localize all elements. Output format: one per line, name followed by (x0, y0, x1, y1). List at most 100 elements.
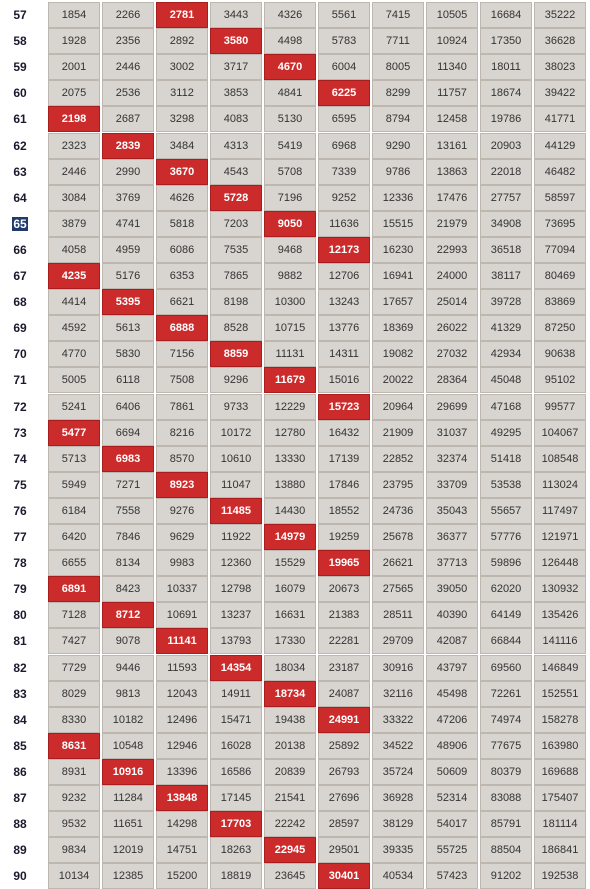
value-cell: 16028 (210, 732, 262, 759)
value-cell: 108548 (534, 445, 586, 472)
highlighted-value-cell: 15723 (318, 393, 370, 420)
table-row: 72 5241 6406 7861 9733 12229 15723 20964 29699 47… (0, 393, 590, 420)
value-cell: 1928 (48, 28, 100, 55)
value-cell: 39422 (534, 80, 586, 107)
table-row: 78 6655 8134 9983 12360 15529 19965 26621 37713 5… (0, 550, 590, 577)
value-cell: 49295 (480, 419, 532, 446)
value-cell: 14751 (156, 837, 208, 864)
value-cell: 4770 (48, 341, 100, 368)
value-cell: 9834 (48, 837, 100, 864)
value-cell: 6694 (102, 419, 154, 446)
value-cell: 34908 (480, 210, 532, 237)
value-cell: 36928 (372, 785, 424, 811)
value-cell: 39050 (426, 576, 478, 603)
value-cell: 8134 (102, 550, 154, 577)
value-cell: 18034 (264, 654, 316, 681)
value-cell: 35222 (534, 2, 586, 28)
value-cell: 3484 (156, 132, 208, 159)
value-cell: 3879 (48, 210, 100, 237)
table-row: 70 4770 5830 7156 8859 11131 14311 19082 27032 42… (0, 341, 590, 368)
value-cell: 9983 (156, 550, 208, 577)
value-cell: 18674 (480, 80, 532, 107)
value-cell: 7271 (102, 471, 154, 498)
value-cell: 11651 (102, 811, 154, 838)
value-cell: 21383 (318, 602, 370, 629)
value-cell: 18552 (318, 497, 370, 524)
value-cell: 22993 (426, 236, 478, 263)
value-cell: 3443 (210, 2, 262, 28)
value-cell: 57776 (480, 524, 532, 550)
value-cell: 9468 (264, 236, 316, 263)
value-cell: 21909 (372, 419, 424, 446)
value-cell: 15471 (210, 706, 262, 733)
value-cell: 3084 (48, 184, 100, 211)
value-cell: 19082 (372, 341, 424, 368)
value-cell: 38129 (372, 811, 424, 838)
table-row: 84 8330 10182 12496 15471 19438 24991 33322 4720… (0, 706, 590, 733)
value-cell: 5419 (264, 132, 316, 159)
value-cell: 29501 (318, 837, 370, 864)
value-cell: 5830 (102, 341, 154, 368)
value-cell: 17145 (210, 785, 262, 811)
value-cell: 21979 (426, 210, 478, 237)
value-cell: 7196 (264, 184, 316, 211)
value-cell: 22852 (372, 445, 424, 472)
value-cell: 66844 (480, 628, 532, 655)
value-cell: 72261 (480, 680, 532, 707)
value-cell: 14911 (210, 680, 262, 707)
value-cell: 29709 (372, 628, 424, 655)
value-cell: 36518 (480, 236, 532, 263)
value-cell: 38117 (480, 263, 532, 289)
row-level-label: 80 (13, 608, 27, 623)
table-row: 76 6184 7558 9276 11485 14430 18552 24736 35043 5… (0, 497, 590, 524)
highlighted-value-cell: 11141 (156, 628, 208, 655)
value-cell: 83088 (480, 785, 532, 811)
highlighted-value-cell: 6888 (156, 315, 208, 342)
value-cell: 41329 (480, 315, 532, 342)
row-level-label: 82 (13, 660, 27, 675)
highlighted-value-cell: 5477 (48, 419, 100, 446)
value-cell: 175407 (534, 785, 586, 811)
value-cell: 5176 (102, 263, 154, 289)
value-cell: 80469 (534, 263, 586, 289)
value-cell: 47168 (480, 393, 532, 420)
value-cell: 12496 (156, 706, 208, 733)
value-cell: 25678 (372, 524, 424, 550)
value-cell: 10337 (156, 576, 208, 603)
value-cell: 6420 (48, 524, 100, 550)
value-cell: 50609 (426, 758, 478, 785)
value-cell: 25892 (318, 732, 370, 759)
value-cell: 37713 (426, 550, 478, 577)
value-cell: 19786 (480, 106, 532, 133)
value-cell: 31037 (426, 419, 478, 446)
row-level-label: 78 (13, 556, 27, 571)
value-cell: 24087 (318, 680, 370, 707)
value-cell: 117497 (534, 497, 586, 524)
value-cell: 5005 (48, 367, 100, 394)
value-cell: 126448 (534, 550, 586, 577)
value-cell: 16941 (372, 263, 424, 289)
value-cell: 16631 (264, 602, 316, 629)
value-cell: 8198 (210, 289, 262, 316)
row-level-label: 58 (13, 34, 27, 49)
value-cell: 2536 (102, 80, 154, 107)
highlighted-value-cell: 6225 (318, 80, 370, 107)
value-cell: 17139 (318, 445, 370, 472)
value-cell: 53538 (480, 471, 532, 498)
value-cell: 13880 (264, 471, 316, 498)
value-cell: 32374 (426, 445, 478, 472)
value-cell: 45048 (480, 367, 532, 394)
value-cell: 38023 (534, 54, 586, 81)
highlighted-value-cell: 11485 (210, 497, 262, 524)
value-cell: 12706 (318, 263, 370, 289)
row-level-label: 90 (13, 869, 27, 884)
value-cell: 18011 (480, 54, 532, 81)
value-cell: 3112 (156, 80, 208, 107)
highlighted-value-cell: 22945 (264, 837, 316, 864)
value-cell: 2356 (102, 28, 154, 55)
value-cell: 4592 (48, 315, 100, 342)
value-cell: 22242 (264, 811, 316, 838)
table-row: 67 4235 5176 6353 7865 9882 12706 16941 24000 381… (0, 263, 590, 289)
value-cell: 22018 (480, 158, 532, 185)
